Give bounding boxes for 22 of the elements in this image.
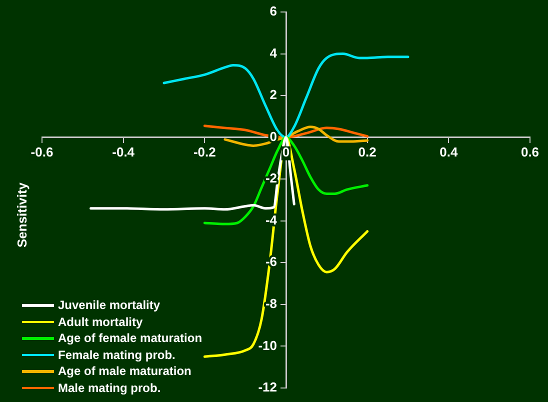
- y-tick-label: 6: [270, 4, 277, 19]
- legend-label: Age of female maturation: [58, 330, 202, 346]
- y-tick-label: -2: [265, 170, 277, 186]
- x-tick-label: -0.2: [193, 144, 216, 160]
- y-tick-label: -12: [258, 380, 277, 395]
- y-axis-title: Sensitivity: [14, 182, 30, 248]
- legend-label: Juvenile mortality: [58, 297, 160, 314]
- x-tick-label: -0.6: [30, 144, 54, 160]
- y-tick-label: 4: [270, 45, 278, 60]
- y-tick-label: -10: [258, 338, 277, 353]
- x-tick-label: 0: [282, 144, 290, 160]
- y-tick-label: 2: [270, 87, 277, 102]
- x-tick-label: 0.4: [440, 144, 458, 160]
- x-tick-label: -0.4: [112, 144, 136, 160]
- legend-label: Female mating prob.: [58, 346, 176, 363]
- x-tick-label: 0.6: [520, 144, 540, 160]
- y-tick-label: -8: [265, 296, 277, 312]
- x-tick-label: 0.2: [358, 144, 376, 160]
- legend-label: Age of male maturation: [58, 363, 192, 380]
- line-series: [224, 126, 369, 147]
- legend-label: Male mating prob.: [58, 380, 161, 396]
- legend-label: Adult mortality: [58, 314, 143, 330]
